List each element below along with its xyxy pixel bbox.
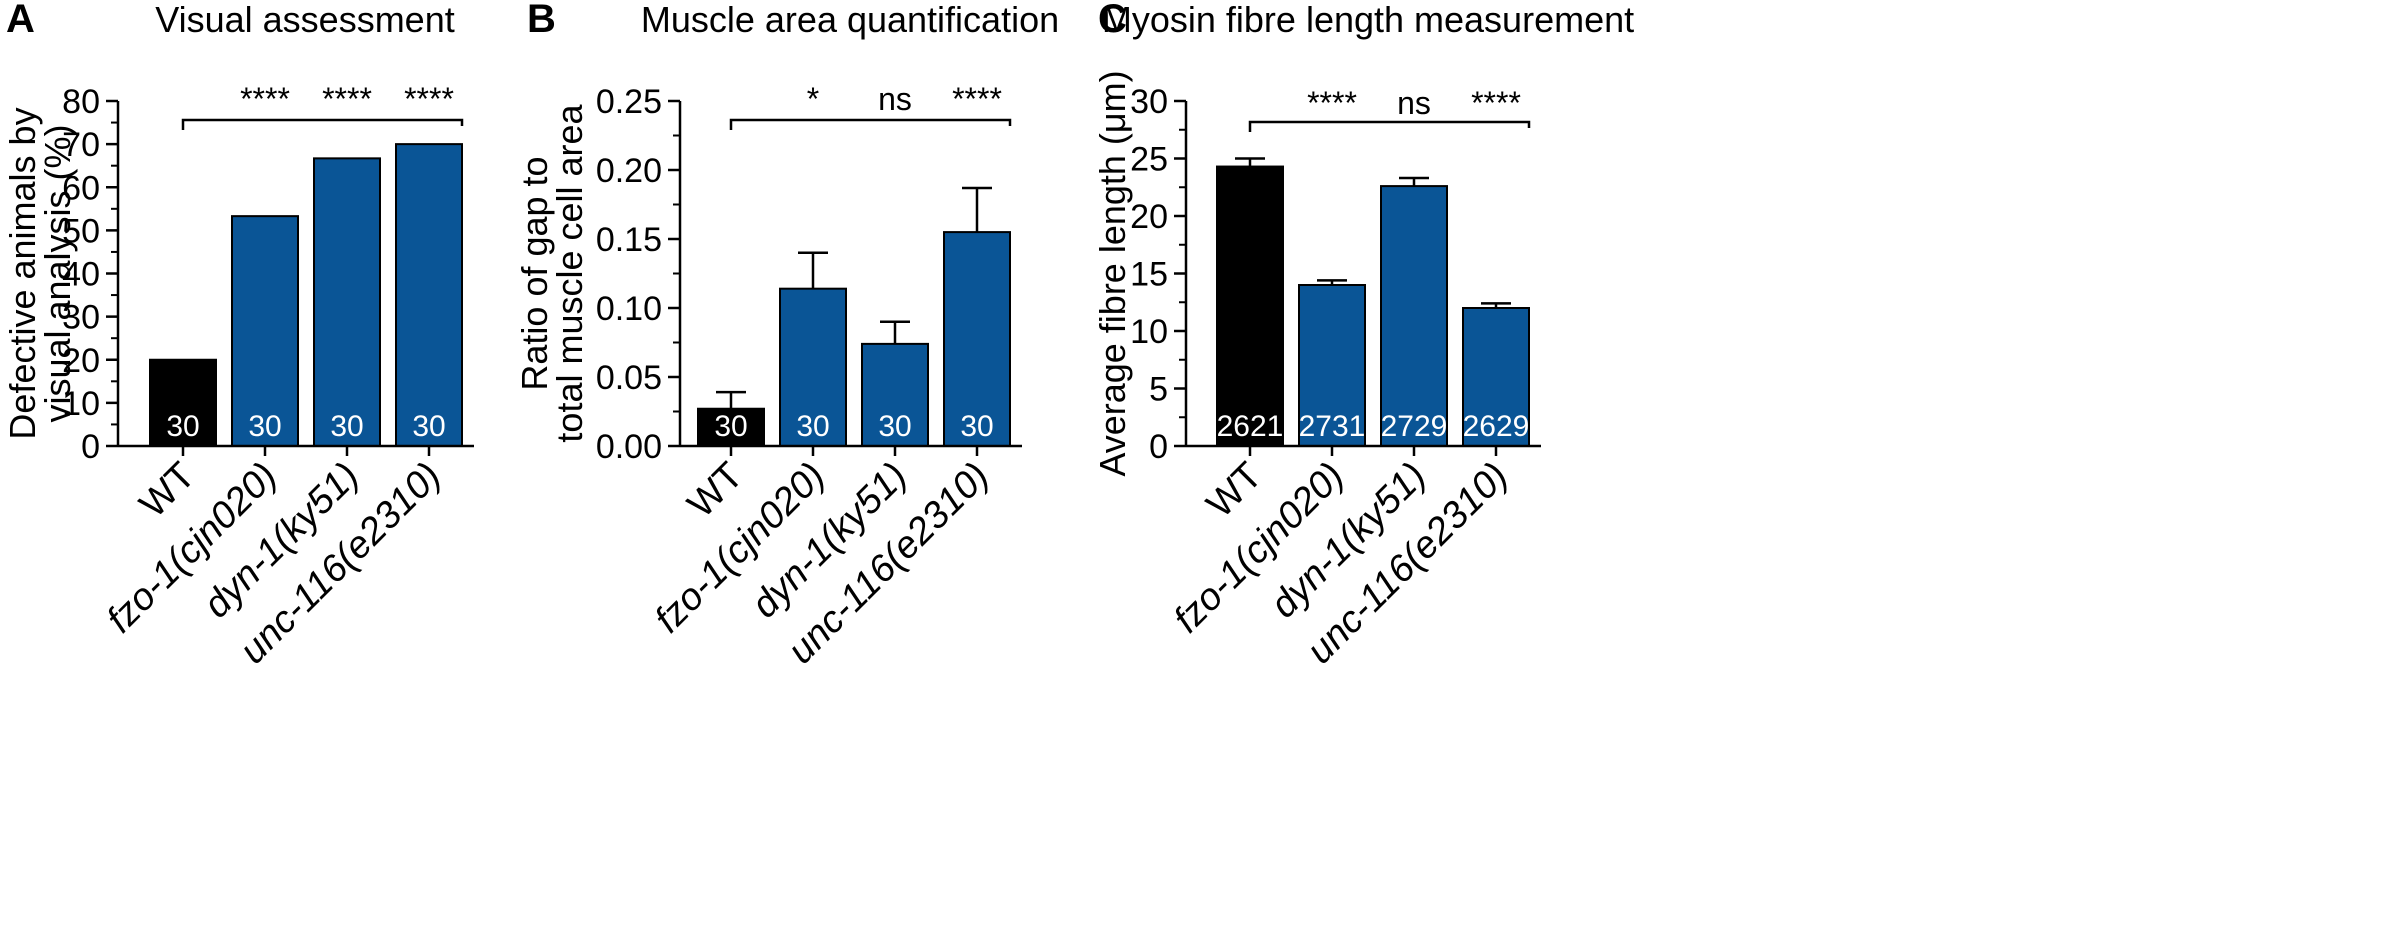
y-tick-label: 50 xyxy=(62,212,100,250)
bar-wt xyxy=(1216,165,1284,448)
comparison-bracket xyxy=(1248,120,1531,132)
significance-label: ns xyxy=(878,81,912,117)
comparison-bracket xyxy=(729,118,1012,130)
y-tick-label: 10 xyxy=(1130,313,1168,351)
y-tick-label: 0.15 xyxy=(596,221,662,259)
y-tick-label: 20 xyxy=(62,342,100,380)
n-label: 2729 xyxy=(1381,410,1448,443)
n-label: 2621 xyxy=(1217,410,1284,443)
bar-wt xyxy=(149,358,217,447)
y-tick-label: 60 xyxy=(62,169,100,207)
y-tick-label: 0.05 xyxy=(596,359,662,397)
n-label: 30 xyxy=(412,410,445,443)
y-tick-label: 30 xyxy=(1130,83,1168,121)
category-label: WT xyxy=(680,455,751,526)
significance-label: **** xyxy=(1307,85,1357,121)
y-tick-label: 70 xyxy=(62,126,100,164)
y-tick-label: 0.25 xyxy=(596,83,662,121)
bar-fzo-1-cjn020 xyxy=(779,287,847,447)
y-tick-label: 0.10 xyxy=(596,290,662,328)
y-tick-label: 0.20 xyxy=(596,152,662,190)
y-tick-label: 30 xyxy=(62,299,100,337)
n-label: 30 xyxy=(330,410,363,443)
significance-label: **** xyxy=(404,81,454,117)
bar-fzo-1-cjn020 xyxy=(231,215,299,447)
y-tick-label: 10 xyxy=(62,385,100,423)
panel-title: Visual assessment xyxy=(155,0,454,40)
category-label: WT xyxy=(1199,455,1270,526)
comparison-bracket xyxy=(181,118,464,130)
bar-dyn-1-ky51 xyxy=(313,157,381,447)
bar-dyn-1-ky51 xyxy=(1380,185,1448,447)
n-label: 30 xyxy=(878,410,911,443)
bar-wt xyxy=(697,407,765,447)
significance-label: **** xyxy=(322,81,372,117)
y-tick-label: 20 xyxy=(1130,198,1168,236)
y-axis-label: Ratio of gap to xyxy=(514,156,555,390)
panel-a: A Visual assessment 0 10 20 30 40 50 60 70 80 Defec… xyxy=(2,0,474,672)
n-label: 30 xyxy=(796,410,829,443)
significance-label: **** xyxy=(952,81,1002,117)
bar-dyn-1-ky51 xyxy=(861,342,929,448)
panel-b: B Muscle area quantification 0.00 0.05 0.10 0… xyxy=(514,0,1059,672)
significance-label: ns xyxy=(1397,85,1431,121)
panel-letter: B xyxy=(527,0,556,41)
category-label: WT xyxy=(132,455,203,526)
panel-letter: A xyxy=(6,0,35,41)
y-tick-label: 0 xyxy=(1149,428,1168,466)
y-tick-label: 80 xyxy=(62,83,100,121)
significance-label: **** xyxy=(1471,85,1521,121)
n-label: 2731 xyxy=(1299,410,1366,443)
significance-label: **** xyxy=(240,81,290,117)
bar-unc-116-e2310 xyxy=(943,231,1011,447)
bar-unc-116-e2310 xyxy=(395,143,463,447)
y-tick-label: 40 xyxy=(62,256,100,294)
n-label: 30 xyxy=(960,410,993,443)
y-axis-label: Average fibre length (μm) xyxy=(1092,70,1133,476)
y-tick-label: 15 xyxy=(1130,256,1168,294)
y-tick-label: 25 xyxy=(1130,141,1168,179)
panel-letter: C xyxy=(1098,0,1127,41)
y-axis-label: visual analysis (%) xyxy=(37,124,78,422)
y-tick-label: 0.00 xyxy=(596,428,662,466)
significance-label: * xyxy=(807,81,819,117)
y-tick-label: 5 xyxy=(1149,371,1168,409)
y-axis-label: total muscle cell area xyxy=(549,103,590,442)
n-label: 2629 xyxy=(1463,410,1530,443)
panel-title: Myosin fibre length measurement xyxy=(1102,0,1634,40)
n-label: 30 xyxy=(248,410,281,443)
y-tick-label: 0 xyxy=(81,428,100,466)
panel-title: Muscle area quantification xyxy=(641,0,1059,40)
n-label: 30 xyxy=(714,410,747,443)
y-axis-label: Defective animals by xyxy=(2,107,43,439)
n-label: 30 xyxy=(166,410,199,443)
